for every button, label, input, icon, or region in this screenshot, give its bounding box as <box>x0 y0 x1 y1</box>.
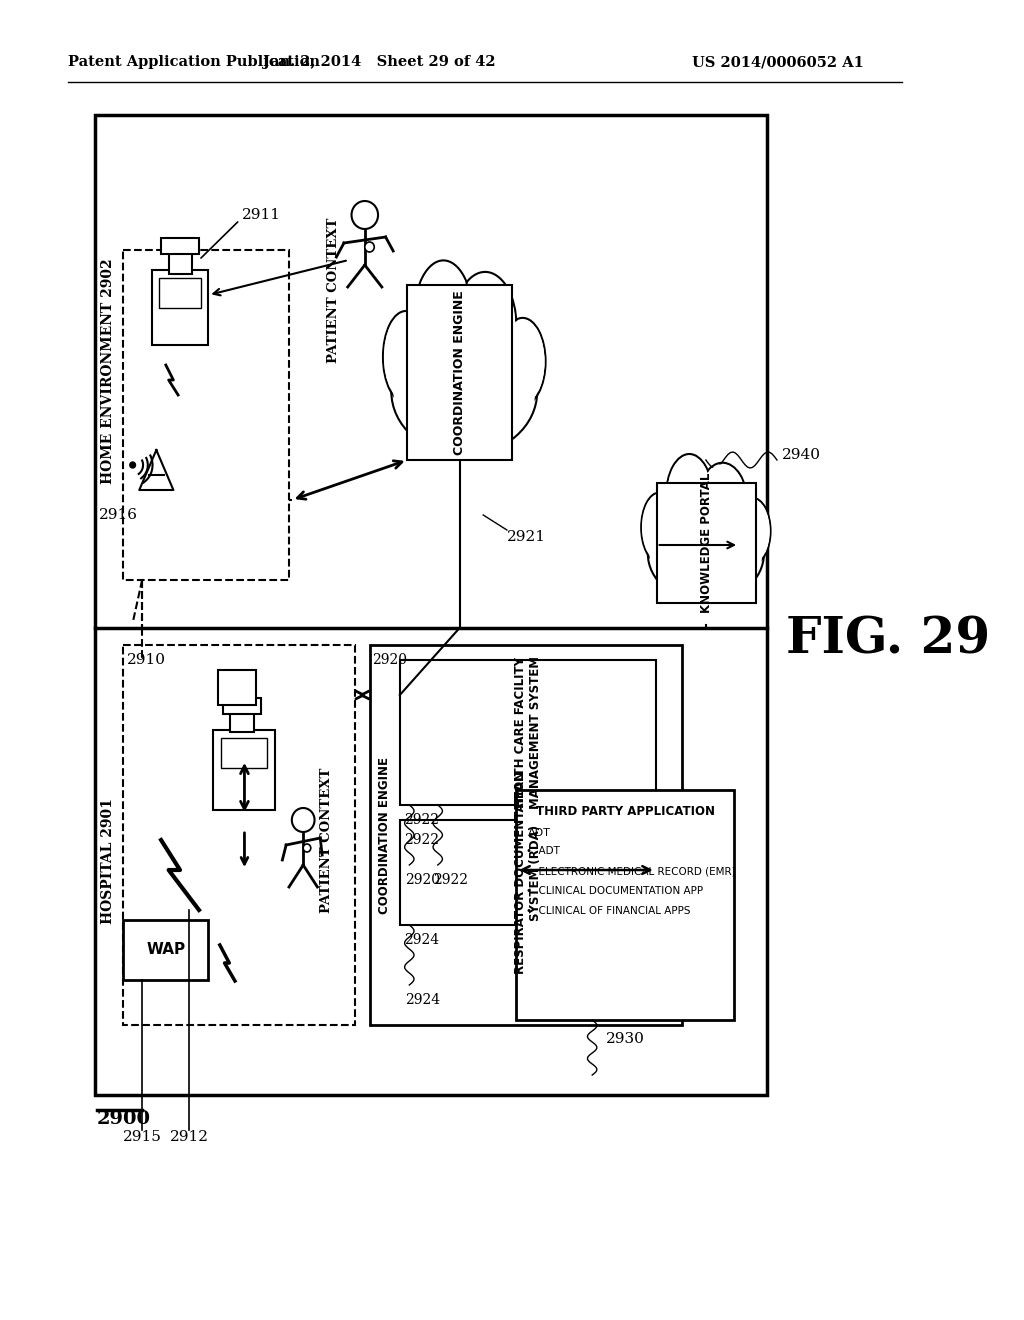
Ellipse shape <box>667 455 712 536</box>
Bar <box>370 645 682 1026</box>
Text: 2922: 2922 <box>403 833 438 847</box>
Text: 2924: 2924 <box>403 933 438 946</box>
Text: 2922: 2922 <box>403 813 438 828</box>
Ellipse shape <box>415 260 473 371</box>
Text: COORDINATION ENGINE: COORDINATION ENGINE <box>453 290 466 455</box>
Text: 2930: 2930 <box>606 1032 645 1045</box>
Ellipse shape <box>735 499 770 562</box>
Bar <box>152 271 209 345</box>
Text: 2920: 2920 <box>373 653 408 667</box>
Bar <box>408 285 512 459</box>
Circle shape <box>303 843 310 851</box>
Text: Jan. 2, 2014   Sheet 29 of 42: Jan. 2, 2014 Sheet 29 of 42 <box>263 55 496 69</box>
Ellipse shape <box>648 506 764 602</box>
Bar <box>516 789 734 1020</box>
Text: •  ELECTRONIC MEDICAL RECORD (EMR): • ELECTRONIC MEDICAL RECORD (EMR) <box>526 866 735 876</box>
Text: 2921: 2921 <box>507 531 546 544</box>
Ellipse shape <box>454 272 516 378</box>
Bar <box>218 671 256 705</box>
Ellipse shape <box>455 275 515 376</box>
Text: US 2014/0006052 A1: US 2014/0006052 A1 <box>691 55 863 69</box>
Bar <box>161 238 199 253</box>
Text: HOME ENVIRONMENT 2902: HOME ENVIRONMENT 2902 <box>101 259 115 484</box>
Circle shape <box>292 808 314 832</box>
Ellipse shape <box>649 507 762 601</box>
Bar <box>221 738 267 768</box>
Text: COORDINATION ENGINE: COORDINATION ENGINE <box>378 756 391 913</box>
Text: RESPIRATOR DOCUMENTATION
SYSTEM (RDA): RESPIRATOR DOCUMENTATION SYSTEM (RDA) <box>514 771 542 974</box>
Text: THIRD PARTY APPLICATION: THIRD PARTY APPLICATION <box>536 805 715 818</box>
Text: 2920: 2920 <box>404 873 439 887</box>
Bar <box>399 820 655 925</box>
Ellipse shape <box>393 330 536 453</box>
Text: 2915: 2915 <box>123 1130 162 1144</box>
Bar <box>123 249 289 579</box>
Circle shape <box>130 462 135 469</box>
Text: WAP: WAP <box>146 942 185 957</box>
Ellipse shape <box>697 463 748 544</box>
Text: 2924: 2924 <box>404 993 439 1007</box>
Ellipse shape <box>384 313 428 401</box>
Text: FIG. 29: FIG. 29 <box>786 615 990 664</box>
Text: 2910: 2910 <box>127 653 166 667</box>
Text: •  CLINICAL DOCUMENTATION APP: • CLINICAL DOCUMENTATION APP <box>526 886 703 896</box>
Text: 2940: 2940 <box>781 447 820 462</box>
Text: PATIENT CONTEXT: PATIENT CONTEXT <box>327 218 340 363</box>
Text: PATIENT CONTEXT: PATIENT CONTEXT <box>321 767 334 912</box>
Ellipse shape <box>416 263 471 368</box>
Text: 2916: 2916 <box>98 508 137 521</box>
Text: 2922: 2922 <box>433 873 468 887</box>
Text: 2911: 2911 <box>242 209 281 222</box>
Circle shape <box>365 242 374 252</box>
Bar <box>123 645 355 1026</box>
Bar <box>123 920 209 979</box>
Bar <box>222 698 260 714</box>
Text: 2900: 2900 <box>96 1110 151 1129</box>
Bar <box>230 711 254 733</box>
Ellipse shape <box>391 329 538 455</box>
Ellipse shape <box>501 319 545 404</box>
Circle shape <box>351 201 378 228</box>
Ellipse shape <box>734 498 770 564</box>
Bar <box>399 660 655 805</box>
Ellipse shape <box>666 454 713 539</box>
Ellipse shape <box>698 465 746 541</box>
Bar <box>159 279 201 308</box>
Text: HOSPITAL 2901: HOSPITAL 2901 <box>101 799 115 924</box>
Ellipse shape <box>383 312 429 403</box>
Ellipse shape <box>641 492 678 562</box>
Ellipse shape <box>500 318 546 405</box>
Text: ADT: ADT <box>527 828 551 838</box>
Bar <box>656 483 756 603</box>
Bar <box>169 252 193 275</box>
Bar <box>213 730 274 810</box>
Text: HEALTH CARE FACILITY
MANAGEMENT SYSTEM: HEALTH CARE FACILITY MANAGEMENT SYSTEM <box>514 656 542 809</box>
Ellipse shape <box>642 494 677 561</box>
Text: Patent Application Publication: Patent Application Publication <box>69 55 321 69</box>
Bar <box>95 115 767 1096</box>
Text: •  CLINICAL OF FINANCIAL APPS: • CLINICAL OF FINANCIAL APPS <box>526 906 690 916</box>
Text: KNOWLEDGE PORTAL: KNOWLEDGE PORTAL <box>699 473 713 614</box>
Text: •  ADT: • ADT <box>526 846 560 855</box>
Text: 2912: 2912 <box>170 1130 209 1144</box>
